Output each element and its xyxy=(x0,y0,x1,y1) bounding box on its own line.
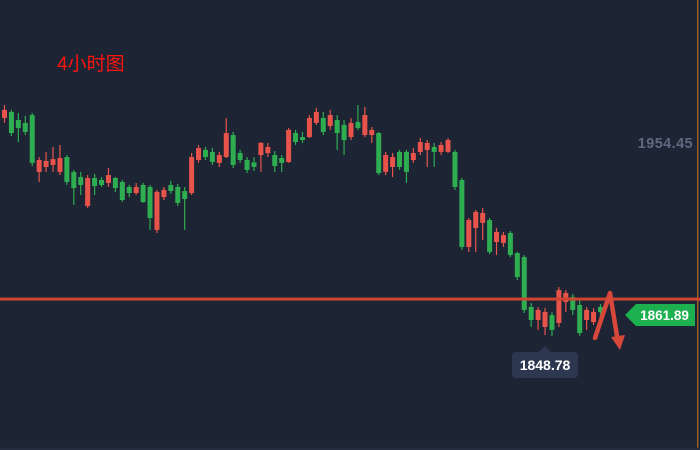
tooltip-pointer-icon xyxy=(538,346,552,353)
price-axis-line xyxy=(697,0,699,450)
panel-bottom-border xyxy=(0,447,700,450)
low-price-value: 1848.78 xyxy=(519,357,571,373)
trend-line[interactable] xyxy=(0,297,700,301)
current-price-value: 1861.89 xyxy=(640,307,689,323)
current-price-tag: 1861.89 xyxy=(625,304,695,326)
annotation-arrow[interactable] xyxy=(592,290,625,350)
axis-price-label: 1954.45 xyxy=(637,136,693,152)
timeframe-title: 4小时图 xyxy=(57,54,125,75)
low-price-tooltip: 1848.78 xyxy=(512,346,578,378)
candles-group xyxy=(2,104,603,337)
